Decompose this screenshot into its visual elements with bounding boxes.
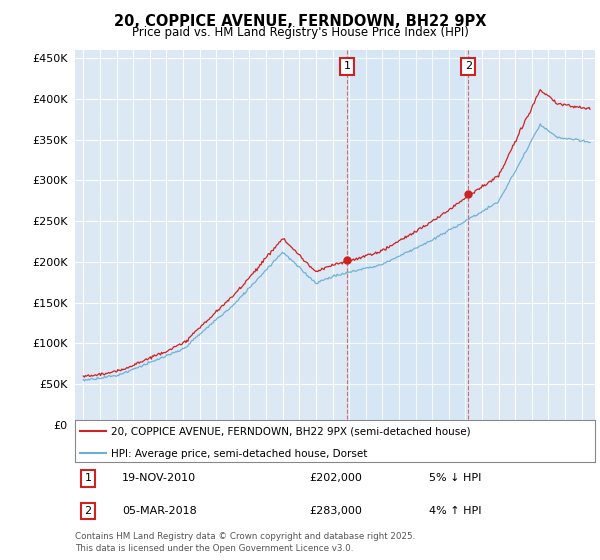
Text: £202,000: £202,000 — [309, 473, 362, 483]
Text: 2: 2 — [464, 61, 472, 71]
Text: 4% ↑ HPI: 4% ↑ HPI — [428, 506, 481, 516]
Text: Contains HM Land Registry data © Crown copyright and database right 2025.
This d: Contains HM Land Registry data © Crown c… — [75, 533, 415, 553]
Text: 19-NOV-2010: 19-NOV-2010 — [122, 473, 196, 483]
Text: Price paid vs. HM Land Registry's House Price Index (HPI): Price paid vs. HM Land Registry's House … — [131, 26, 469, 39]
Text: 05-MAR-2018: 05-MAR-2018 — [122, 506, 197, 516]
Text: £283,000: £283,000 — [309, 506, 362, 516]
Text: 5% ↓ HPI: 5% ↓ HPI — [428, 473, 481, 483]
Text: 1: 1 — [344, 61, 350, 71]
Bar — [347, 50, 468, 425]
Text: 1: 1 — [85, 473, 91, 483]
Text: 20, COPPICE AVENUE, FERNDOWN, BH22 9PX (semi-detached house): 20, COPPICE AVENUE, FERNDOWN, BH22 9PX (… — [112, 427, 471, 437]
Text: HPI: Average price, semi-detached house, Dorset: HPI: Average price, semi-detached house,… — [112, 449, 368, 459]
Text: 2: 2 — [85, 506, 92, 516]
Text: 20, COPPICE AVENUE, FERNDOWN, BH22 9PX: 20, COPPICE AVENUE, FERNDOWN, BH22 9PX — [114, 14, 486, 29]
